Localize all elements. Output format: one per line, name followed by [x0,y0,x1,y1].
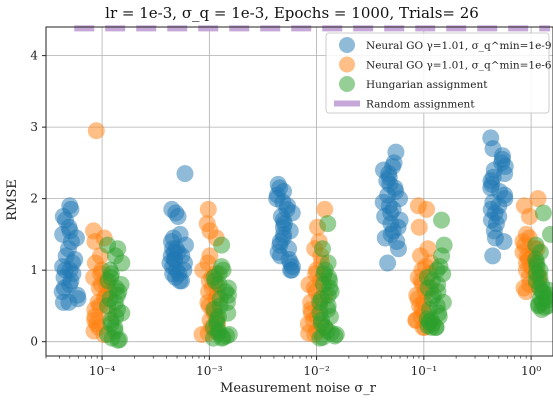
data-point [410,218,428,236]
x-tick-label: 10⁻⁴ [89,364,116,378]
x-axis-ticks: 10⁻⁴ 10⁻³ 10⁻² 10⁻¹ 10⁰ [45,356,541,378]
data-point [319,215,337,233]
data-point [517,283,535,301]
legend-label: Hungarian assignment [366,79,488,91]
data-point [418,200,436,218]
data-points [53,122,553,349]
data-point [534,204,552,222]
x-tick-label: 10⁻³ [196,364,223,378]
legend-swatch-marker [339,76,355,92]
data-point [311,329,329,347]
data-point [60,293,78,311]
data-point [379,254,397,272]
y-tick-label: 0 [30,335,38,349]
x-tick-label: 10⁻¹ [411,364,437,378]
data-point [520,208,538,226]
chart-title: lr = 1e-3, σ_q = 1e-3, Epochs = 1000, Tr… [105,4,479,22]
data-point [109,331,127,349]
legend-swatch-marker [339,56,355,73]
data-point [484,247,502,265]
y-tick-label: 3 [30,120,38,134]
data-point [282,261,300,279]
legend-label: Random assignment [366,99,475,111]
legend-swatch-marker [339,37,355,53]
x-axis-label: Measurement noise σ_r [220,381,377,396]
data-point [204,329,222,347]
data-point [316,200,334,218]
x-tick-label: 10⁰ [521,364,541,378]
data-point [171,272,189,290]
legend: Neural GO γ=1.01, σ_q^min=1e-9 Neural GO … [325,32,552,114]
data-point [213,236,231,254]
x-tick-label: 10⁻² [303,364,330,378]
data-point [176,165,194,183]
legend-label: Neural GO γ=1.01, σ_q^min=1e-6 [366,60,552,72]
y-axis-label: RMSE [5,179,20,221]
data-point [199,200,217,218]
y-axis-ticks: 0 1 2 3 4 [30,49,46,349]
data-point [533,301,551,319]
data-point [389,240,407,258]
data-point [169,208,187,226]
data-point [313,240,331,258]
data-point [529,190,547,208]
plot-frame [45,26,553,357]
legend-label: Neural GO γ=1.01, σ_q^min=1e-9 [366,40,552,52]
legend-box [325,32,550,114]
data-point [495,233,513,251]
data-point [433,211,451,229]
y-tick-label: 4 [30,49,38,63]
data-point [542,225,553,243]
y-tick-label: 2 [30,192,38,206]
data-point [427,318,445,336]
y-tick-label: 1 [30,263,38,277]
data-point [87,122,105,140]
